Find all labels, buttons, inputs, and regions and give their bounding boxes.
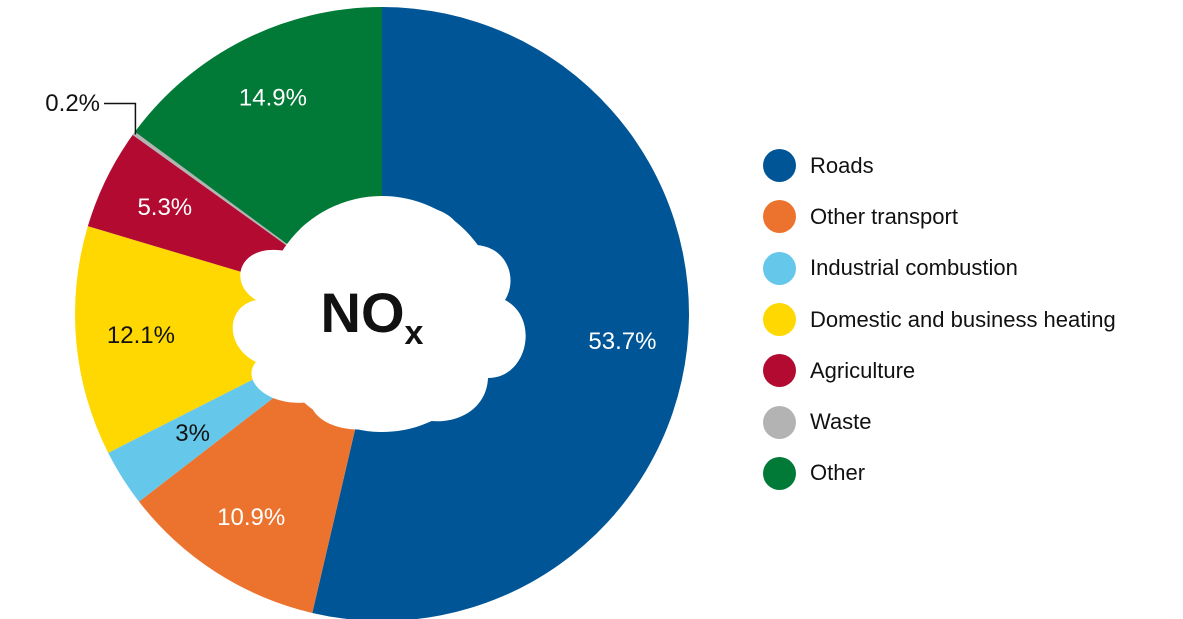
legend-swatch-icon — [763, 149, 796, 183]
legend-label: Domestic and business heating — [810, 306, 1116, 332]
slice-label-domestic-and-business-heating: 12.1% — [107, 322, 175, 349]
legend-item-agriculture: Agriculture — [763, 345, 1116, 396]
slice-other — [134, 7, 382, 244]
center-title-main: NO — [321, 281, 405, 344]
legend-item-other-transport: Other transport — [763, 191, 1116, 242]
legend-swatch-icon — [763, 200, 796, 234]
center-cloud-icon — [232, 206, 526, 430]
callout-line-waste — [104, 102, 137, 135]
slice-waste — [132, 131, 288, 246]
legend-item-domestic-and-business-heating: Domestic and business heating — [763, 294, 1116, 345]
slice-label-roads: 53.7% — [588, 328, 656, 355]
center-title: NOx — [321, 281, 424, 352]
legend-label: Roads — [810, 152, 874, 178]
slice-label-other-transport: 10.9% — [217, 504, 285, 531]
legend-item-roads: Roads — [763, 140, 1116, 191]
center-cloud-group: NOx — [232, 206, 526, 430]
slice-industrial-combustion — [108, 367, 289, 502]
legend-item-other: Other — [763, 448, 1116, 499]
slice-label-agriculture: 5.3% — [137, 194, 192, 221]
legend: Roads Other transport Industrial combustio… — [763, 140, 1116, 499]
slice-label-waste: 0.2% — [45, 90, 100, 117]
legend-swatch-icon — [763, 456, 796, 490]
slice-domestic-and-business-heating — [75, 226, 277, 453]
center-title-subscript: x — [405, 314, 424, 352]
slice-agriculture — [87, 134, 287, 281]
slice-label-other: 14.9% — [239, 84, 307, 111]
slice-label-industrial-combustion: 3% — [175, 420, 210, 447]
legend-swatch-icon — [763, 405, 796, 439]
legend-label: Waste — [810, 409, 872, 435]
legend-label: Other transport — [810, 203, 958, 229]
legend-label: Other — [810, 460, 866, 486]
slice-labels: 53.7% 10.9% 3% 12.1% 5.3% 0.2% 14.9% — [45, 84, 656, 531]
slice-other-transport — [139, 386, 356, 613]
legend-label: Industrial combustion — [810, 255, 1018, 281]
legend-swatch-icon — [763, 251, 796, 285]
legend-swatch-icon — [763, 354, 796, 388]
legend-label: Agriculture — [810, 357, 916, 383]
legend-swatch-icon — [763, 303, 796, 337]
legend-item-waste: Waste — [763, 396, 1116, 447]
legend-item-industrial-combustion: Industrial combustion — [763, 243, 1116, 294]
